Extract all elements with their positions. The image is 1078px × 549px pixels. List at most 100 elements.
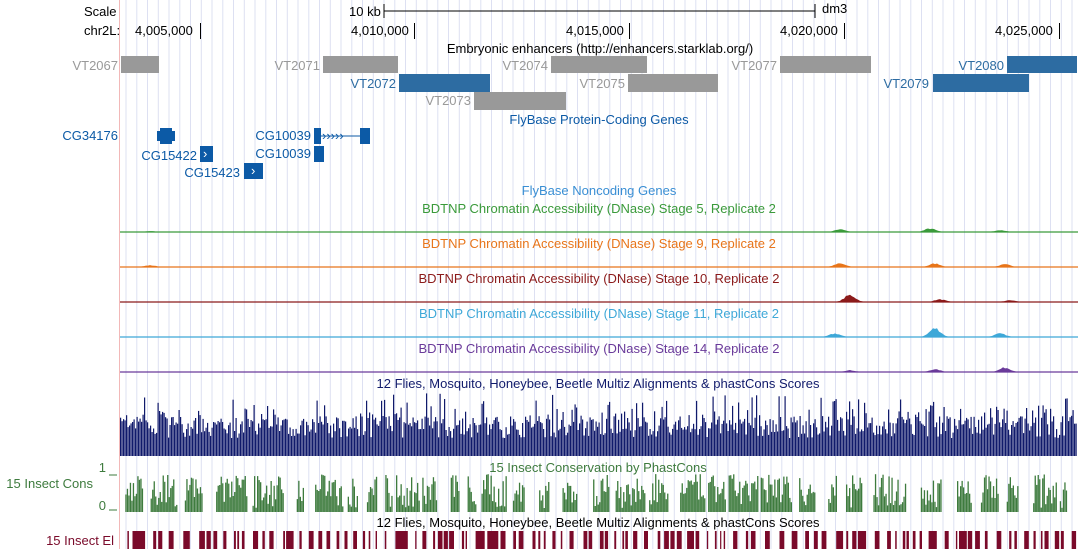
conserved-element	[353, 531, 357, 549]
conserved-element	[560, 531, 563, 549]
multiz-bar	[957, 429, 959, 456]
cons-bar	[1055, 482, 1057, 512]
multiz-bar	[984, 412, 986, 456]
multiz-bar	[553, 432, 555, 456]
enhancer-feature[interactable]	[399, 74, 490, 92]
enhancer-label[interactable]: VT2072	[350, 76, 396, 91]
multiz-bar	[144, 397, 146, 456]
enhancer-feature[interactable]	[628, 74, 718, 92]
protein-coding-track[interactable]: CG34176 CG15422 › CG15423 › CG10039 ››››…	[62, 128, 370, 180]
cons-bar	[337, 505, 339, 512]
cons-bar	[963, 487, 965, 512]
cons-bar	[961, 480, 963, 512]
enhancers-track[interactable]: VT2067 VT2071 VT2072 VT2073 VT2074 VT207…	[72, 56, 1077, 110]
dnase-track-title[interactable]: BDTNP Chromatin Accessibility (DNase) St…	[418, 341, 779, 356]
multiz-bar	[1005, 423, 1007, 456]
multiz-bar	[262, 419, 264, 456]
cons-bar	[774, 479, 776, 512]
enhancer-label[interactable]: VT2077	[731, 58, 777, 73]
multiz-bar	[376, 424, 378, 456]
enhancer-label[interactable]: VT2075	[579, 76, 625, 91]
multiz-bar	[676, 429, 678, 456]
cons-bar	[260, 482, 262, 512]
gene-exon[interactable]	[314, 128, 321, 144]
multiz-bar	[232, 399, 234, 456]
multiz-bar	[480, 424, 482, 456]
cons-bar	[369, 487, 372, 512]
multiz-bar	[178, 410, 180, 456]
enhancer-feature[interactable]	[1007, 56, 1077, 73]
enhancer-label[interactable]: VT2074	[502, 58, 548, 73]
enhancer-label[interactable]: VT2073	[425, 93, 471, 108]
multiz-bar	[859, 431, 861, 456]
dnase-track-title[interactable]: BDTNP Chromatin Accessibility (DNase) St…	[422, 236, 776, 251]
protein-coding-track-title[interactable]: FlyBase Protein-Coding Genes	[509, 112, 689, 127]
cons-bar	[778, 478, 780, 512]
gene-label[interactable]: CG34176	[62, 128, 118, 143]
multiz-bar	[406, 402, 408, 456]
conserved-element	[199, 531, 205, 549]
insect-cons-side-label[interactable]: 15 Insect Cons	[6, 476, 93, 491]
enhancer-feature[interactable]	[933, 74, 1029, 92]
enhancer-label[interactable]: VT2079	[883, 76, 929, 91]
insect-cons-plot[interactable]	[125, 474, 1068, 512]
gene-label[interactable]: CG15422	[141, 148, 197, 163]
cons-bar	[986, 489, 989, 512]
dnase-tracks[interactable]: BDTNP Chromatin Accessibility (DNase) St…	[418, 201, 779, 356]
multiz-bar	[420, 429, 422, 456]
multiz-bar	[727, 431, 729, 456]
multiz-bar	[930, 405, 932, 456]
multiz-bar	[879, 425, 881, 456]
conserved-element	[779, 531, 785, 549]
insect-cons-track-title[interactable]: 15 Insect Conservation by PhastCons	[489, 460, 707, 475]
cons-bar	[399, 495, 401, 512]
cons-bar	[1049, 490, 1051, 512]
multiz-bar	[282, 420, 284, 456]
gene-label[interactable]: CG15423	[184, 165, 240, 180]
enhancers-track-title[interactable]: Embryonic enhancers (http://enhancers.st…	[447, 41, 753, 56]
enhancer-feature[interactable]	[474, 92, 566, 110]
cons-bar	[940, 479, 942, 512]
gene-exon[interactable]	[360, 128, 370, 144]
cons-bar	[602, 478, 604, 512]
multiz-bar	[1011, 425, 1013, 456]
gene-exon[interactable]	[200, 146, 213, 162]
enhancer-label[interactable]: VT2080	[958, 58, 1004, 73]
cons-bar	[888, 476, 890, 512]
multiz-bar	[214, 422, 216, 456]
cons-bar	[629, 494, 631, 512]
dnase-track-title[interactable]: BDTNP Chromatin Accessibility (DNase) St…	[418, 271, 779, 286]
multiz-bar	[487, 434, 489, 456]
gene-label[interactable]: CG10039	[255, 146, 311, 161]
multiz-bar	[792, 422, 794, 456]
enhancer-feature[interactable]	[121, 56, 159, 73]
conserved-element	[874, 531, 880, 549]
cons-bar	[635, 501, 637, 512]
enhancer-label[interactable]: VT2071	[274, 58, 320, 73]
dnase-track-title[interactable]: BDTNP Chromatin Accessibility (DNase) St…	[419, 306, 779, 321]
enhancer-feature[interactable]	[780, 56, 871, 73]
enhancer-feature[interactable]	[323, 56, 398, 73]
insect-el-side-label[interactable]: 15 Insect El	[46, 533, 114, 548]
insect-el-elements[interactable]	[127, 531, 1077, 549]
cons-bar	[1051, 503, 1053, 512]
multiz-conservation-plot[interactable]	[120, 393, 1077, 456]
multiz-bar	[1036, 436, 1038, 456]
multiz-track-title[interactable]: 12 Flies, Mosquito, Honeybee, Beetle Mul…	[377, 376, 820, 391]
gene-exon[interactable]	[160, 128, 172, 144]
noncoding-track-title[interactable]: FlyBase Noncoding Genes	[522, 183, 677, 198]
dnase-track-title[interactable]: BDTNP Chromatin Accessibility (DNase) St…	[422, 201, 776, 216]
cons-bar	[141, 488, 144, 512]
multiz-bar	[162, 411, 164, 456]
gene-label[interactable]: CG10039	[255, 128, 311, 143]
enhancer-feature[interactable]	[551, 56, 647, 73]
enhancer-label[interactable]: VT2067	[72, 58, 118, 73]
gene-exon[interactable]	[244, 163, 263, 179]
cons-bar	[168, 497, 170, 512]
insect-el-track-title[interactable]: 12 Flies, Mosquito, Honeybee, Beetle Mul…	[377, 515, 820, 530]
multiz-bar	[336, 417, 338, 456]
gene-exon[interactable]	[314, 146, 324, 162]
multiz-bar	[253, 405, 255, 456]
